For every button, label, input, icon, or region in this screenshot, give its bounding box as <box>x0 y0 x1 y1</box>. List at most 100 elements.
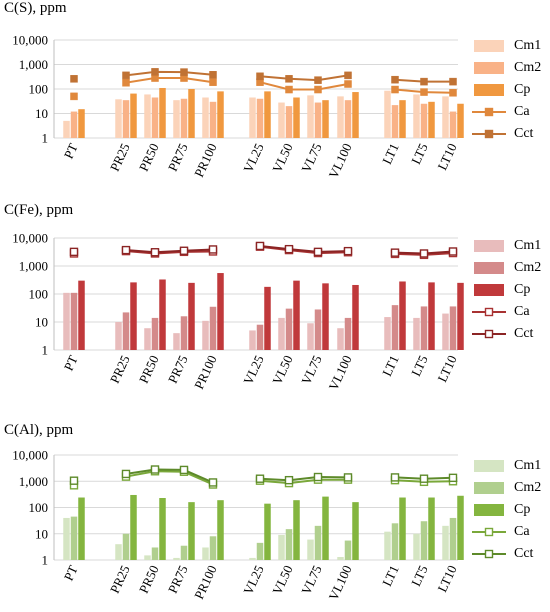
marker-cct <box>69 476 79 485</box>
bar-cp <box>264 286 271 350</box>
bar-cp <box>352 502 359 560</box>
bar-cm1 <box>144 328 151 350</box>
bar-cm1 <box>115 99 122 138</box>
legend-label: Cct <box>514 126 534 141</box>
bar-cp <box>264 503 271 560</box>
marker-cct <box>344 71 352 80</box>
bar-cm2 <box>285 308 293 350</box>
bar-cp <box>399 281 406 350</box>
bar-cm1 <box>442 96 449 138</box>
bar-cm1 <box>337 328 344 350</box>
bar-cm1 <box>202 97 209 138</box>
legend-swatch-bar <box>474 284 504 296</box>
bar-cp <box>352 284 359 350</box>
marker-ca <box>209 78 217 86</box>
y-tick-label: 100 <box>29 82 49 97</box>
bar-cp <box>399 497 406 560</box>
bar-cm1 <box>173 100 180 138</box>
legend-swatch-marker <box>484 307 494 317</box>
bar-cm2 <box>180 545 188 560</box>
legend-swatch-marker <box>484 107 494 117</box>
marker-cct <box>343 473 353 482</box>
line-cct <box>125 70 214 77</box>
legend-label: Ca <box>514 304 530 319</box>
x-tick-label: VL25 <box>240 353 266 387</box>
bar-cm2 <box>70 111 78 138</box>
bar-cp <box>322 496 329 560</box>
legend-swatch-bar <box>474 84 504 96</box>
bar-cm2 <box>122 312 130 350</box>
x-tick-label: PR50 <box>136 353 162 386</box>
legend-swatch <box>472 527 506 537</box>
bar-cp <box>217 91 224 138</box>
panel-sulfur: C(S), ppm 1 10 100 1,000 10,000 PT PR25 PR50 PR7… <box>0 0 550 202</box>
legend-swatch <box>474 240 504 252</box>
marker-cct <box>448 247 458 256</box>
bar-cm1 <box>337 557 344 560</box>
marker-ca <box>449 89 457 97</box>
legend-label: Cm1 <box>514 238 542 253</box>
bar-cm2 <box>391 105 399 138</box>
bar-cm1 <box>307 95 314 138</box>
bar-cm1 <box>307 539 314 560</box>
bar-cm1 <box>202 547 209 560</box>
y-tick-label: 10,000 <box>12 33 48 48</box>
bar-cm2 <box>285 529 293 560</box>
x-tick-label: PR25 <box>107 563 133 596</box>
marker-cct <box>449 77 457 86</box>
legend-item-cp: Cp <box>470 282 550 298</box>
bar-cm1 <box>278 534 285 560</box>
x-tick-label: VL50 <box>269 141 295 175</box>
bar-cp <box>78 109 85 138</box>
bar-cp <box>293 97 300 138</box>
legend-item-cm2: Cm2 <box>470 260 550 276</box>
bar-cm2 <box>391 523 399 560</box>
x-tick-label: LT10 <box>434 353 459 384</box>
legend-swatch-marker <box>484 329 494 339</box>
bar-cm2 <box>420 103 428 138</box>
bar-cm1 <box>413 94 420 138</box>
legend-item-cct: Cct <box>470 546 550 562</box>
bar-cp <box>159 87 166 138</box>
y-tick-label: 1,000 <box>19 57 48 72</box>
line-cct <box>259 74 349 82</box>
x-tick-label: PR25 <box>107 353 133 386</box>
bar-cm2 <box>420 306 428 350</box>
bar-cm2 <box>314 309 322 350</box>
bar-cm1 <box>384 90 391 138</box>
legend-swatch-bar <box>474 240 504 252</box>
bar-cp <box>188 282 195 350</box>
bar-cm2 <box>70 516 78 560</box>
line-ca <box>125 470 214 486</box>
marker-ca <box>420 88 428 96</box>
legend-item-cct: Cct <box>470 326 550 342</box>
y-tick-label: 1 <box>42 131 49 146</box>
marker-cct <box>150 465 160 474</box>
x-tick-label: LT10 <box>434 141 459 172</box>
bar-cm2 <box>344 540 352 560</box>
bar-cp <box>78 280 85 350</box>
marker-ca <box>122 78 130 87</box>
bar-cm2 <box>314 102 322 138</box>
marker-cct <box>390 473 400 482</box>
marker-cct <box>284 475 294 485</box>
x-tick-label: PT <box>61 353 81 373</box>
bar-cp <box>457 103 464 138</box>
marker-ca <box>344 80 352 88</box>
legend-swatch <box>474 284 504 296</box>
legend-swatch-bar <box>474 504 504 516</box>
bar-cm2 <box>122 100 130 138</box>
line-cct <box>125 468 214 484</box>
bar-cm1 <box>278 102 285 138</box>
bar-cm1 <box>249 330 256 350</box>
legend-swatch-bar <box>474 62 504 74</box>
x-tick-label: VL25 <box>240 563 266 597</box>
bar-cm2 <box>209 101 217 138</box>
bar-cp <box>130 282 137 350</box>
chart-plot: 1 10 100 1,000 10,000 PT PR25 PR50 PR75 PR100 VL25… <box>12 448 464 603</box>
bar-cm1 <box>63 120 70 138</box>
line-ca <box>125 250 214 255</box>
bar-cm2 <box>209 306 217 350</box>
legend-swatch <box>474 460 504 472</box>
panel-title: C(Al), ppm <box>4 422 74 438</box>
